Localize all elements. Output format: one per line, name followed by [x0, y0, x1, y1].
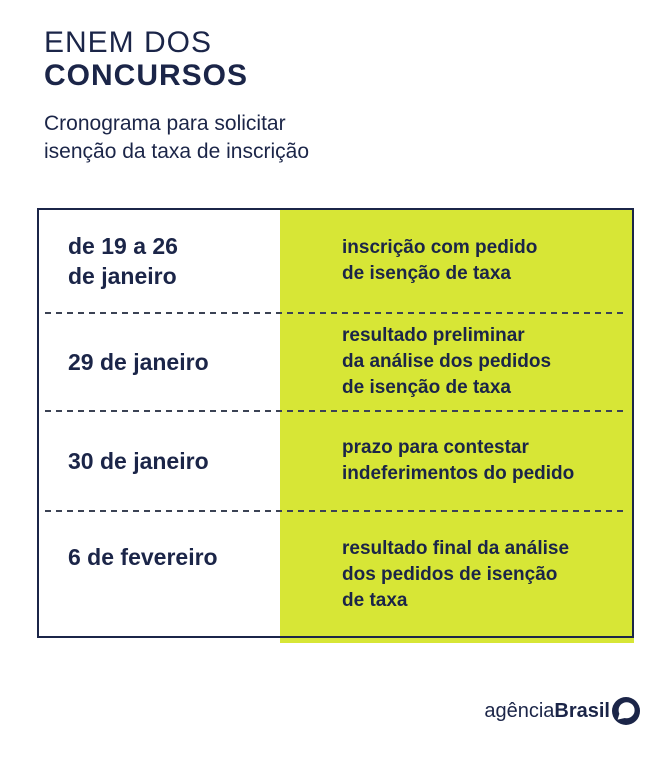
- schedule-row: de 19 a 26 de janeiro inscrição com pedi…: [37, 208, 634, 313]
- row-date: de 19 a 26 de janeiro: [68, 232, 178, 289]
- brand-name-regular: agência: [484, 699, 555, 722]
- footer: agência Brasil: [484, 697, 640, 725]
- row-date: 29 de janeiro: [68, 349, 209, 375]
- row-description: inscrição com pedido de isenção de taxa: [342, 236, 538, 284]
- header: ENEM DOS CONCURSOS Cronograma para solic…: [44, 26, 309, 166]
- schedule-row: 29 de janeiro resultado preliminar da an…: [37, 313, 634, 411]
- subtitle: Cronograma para solicitar isenção da tax…: [44, 112, 309, 163]
- brand-name-bold: Brasil: [554, 699, 610, 722]
- schedule-row: 30 de janeiro prazo para contestar indef…: [37, 411, 634, 511]
- row-description: resultado final da análise dos pedidos d…: [342, 537, 570, 611]
- page-title: ENEM DOS CONCURSOS: [44, 26, 309, 92]
- dashed-separator: [45, 410, 626, 412]
- agencia-brasil-logo-icon: [612, 697, 640, 725]
- row-date: 6 de fevereiro: [68, 543, 218, 570]
- row-date: 30 de janeiro: [68, 448, 209, 474]
- schedule-row: 6 de fevereiro resultado final da anális…: [37, 511, 634, 638]
- agencia-brasil-logo: agência Brasil: [484, 697, 640, 725]
- row-description: resultado preliminar da análise dos pedi…: [342, 325, 552, 398]
- title-line-2: CONCURSOS: [44, 59, 249, 92]
- row-description: prazo para contestar indeferimentos do p…: [342, 437, 575, 484]
- dashed-separator: [45, 312, 626, 314]
- dashed-separator: [45, 510, 626, 512]
- schedule-table: de 19 a 26 de janeiro inscrição com pedi…: [37, 208, 634, 643]
- green-panel: [280, 208, 634, 643]
- title-line-1: ENEM DOS: [44, 26, 213, 59]
